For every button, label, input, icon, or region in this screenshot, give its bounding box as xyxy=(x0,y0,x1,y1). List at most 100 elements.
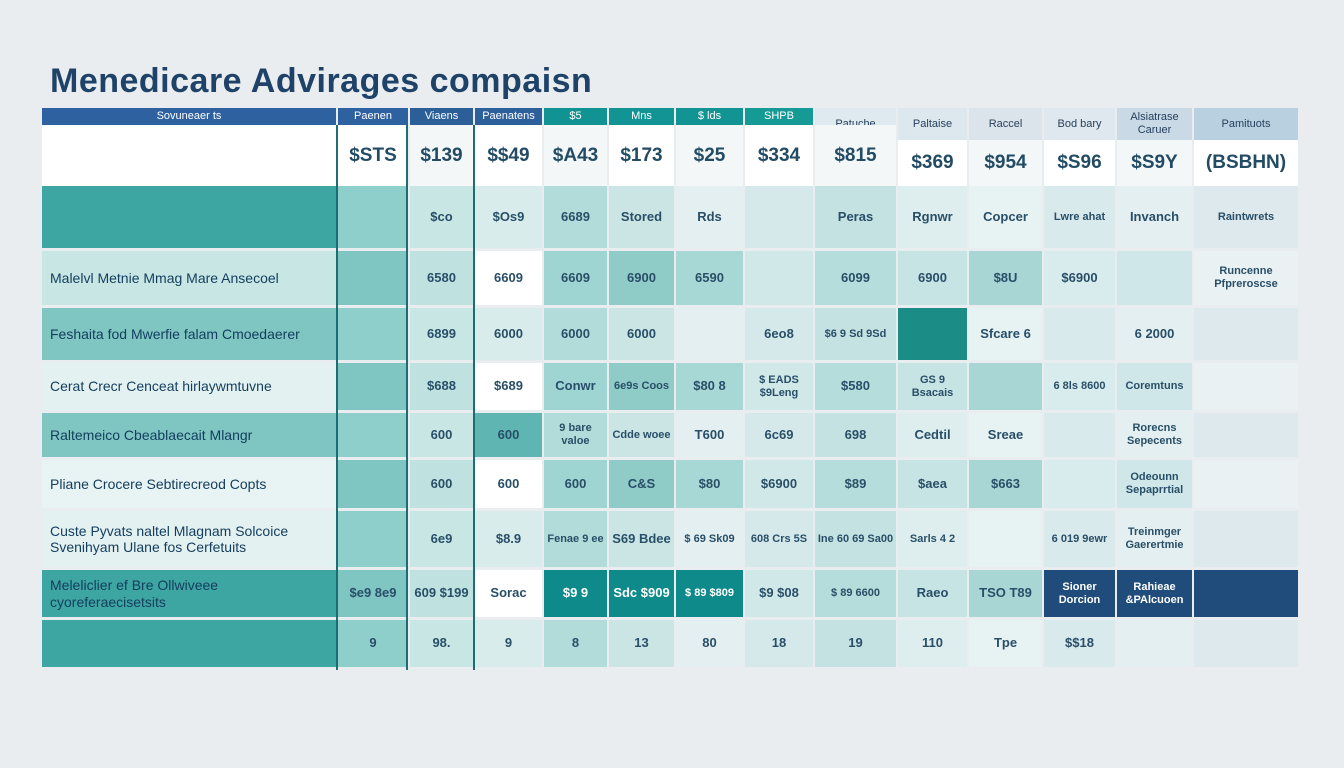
data-cell: $663 xyxy=(969,460,1042,508)
data-cell xyxy=(969,363,1042,410)
data-cell: $80 8 xyxy=(676,363,743,410)
data-cell xyxy=(1194,363,1298,410)
data-cell xyxy=(1194,570,1298,617)
data-cell: Invanch xyxy=(1117,186,1192,248)
header-cell: Paenatens xyxy=(475,108,542,125)
data-cell: Raeo xyxy=(898,570,967,617)
header-cell: Alsiatrase Caruer xyxy=(1117,108,1192,140)
data-cell xyxy=(1194,460,1298,508)
data-cell: 600 xyxy=(544,460,607,508)
row-label: Custe Pyvats naltel Mlagnam Solcoice Sve… xyxy=(42,511,336,567)
price-row-label xyxy=(42,125,336,186)
data-cell: $e9 8e9 xyxy=(338,570,408,617)
data-cell: $aea xyxy=(898,460,967,508)
header-cell: Paenen xyxy=(338,108,408,125)
data-cell: 80 xyxy=(676,620,743,667)
price-cell: $A43 xyxy=(544,125,607,186)
price-cell: $STS xyxy=(338,125,408,186)
data-cell: $8U xyxy=(969,251,1042,305)
data-cell: Fenae 9 ee xyxy=(544,511,607,567)
data-cell: GS 9 Bsacais xyxy=(898,363,967,410)
price-cell: $369 xyxy=(898,140,967,186)
header-cell: Pamituots xyxy=(1194,108,1298,140)
price-cell: $815 xyxy=(815,125,896,186)
price-cell: $334 xyxy=(745,125,813,186)
row-label xyxy=(42,186,336,248)
data-cell: $6 9 Sd 9Sd xyxy=(815,308,896,360)
data-cell: 600 xyxy=(475,413,542,457)
data-cell: $ 89 $809 xyxy=(676,570,743,617)
data-cell xyxy=(745,186,813,248)
data-cell: Peras xyxy=(815,186,896,248)
data-cell: Sfcare 6 xyxy=(969,308,1042,360)
data-cell xyxy=(676,308,743,360)
data-cell: 609 $199 xyxy=(410,570,473,617)
data-cell: $80 xyxy=(676,460,743,508)
data-cell: $580 xyxy=(815,363,896,410)
data-cell: 6689 xyxy=(544,186,607,248)
data-cell: 9 xyxy=(475,620,542,667)
row-label: Pliane Crocere Sebtirecreod Copts xyxy=(42,460,336,508)
data-cell xyxy=(745,251,813,305)
price-cell: $173 xyxy=(609,125,674,186)
data-cell: Lwre ahat xyxy=(1044,186,1115,248)
data-cell: 608 Crs 5S xyxy=(745,511,813,567)
column-separator xyxy=(406,125,408,670)
data-cell: TSO T89 xyxy=(969,570,1042,617)
header-cell: Bod bary xyxy=(1044,108,1115,140)
data-cell xyxy=(1117,251,1192,305)
data-cell: 9 xyxy=(338,620,408,667)
data-cell: 9 bare valoe xyxy=(544,413,607,457)
data-cell: 600 xyxy=(410,460,473,508)
price-cell: $25 xyxy=(676,125,743,186)
data-cell: 6900 xyxy=(609,251,674,305)
data-cell: 6e9s Coos xyxy=(609,363,674,410)
data-cell xyxy=(1194,511,1298,567)
data-cell: Copcer xyxy=(969,186,1042,248)
data-cell: $689 xyxy=(475,363,542,410)
data-cell: 6900 xyxy=(898,251,967,305)
data-cell: $Os9 xyxy=(475,186,542,248)
data-cell xyxy=(1194,308,1298,360)
data-cell: Runcenne Pfpreroscse xyxy=(1194,251,1298,305)
data-cell: 6000 xyxy=(544,308,607,360)
data-cell: Sorac xyxy=(475,570,542,617)
data-cell: 698 xyxy=(815,413,896,457)
row-label: Malelvl Metnie Mmag Mare Ansecoel xyxy=(42,251,336,305)
data-cell: 6 019 9ewr xyxy=(1044,511,1115,567)
data-cell xyxy=(1194,620,1298,667)
data-cell: $ 69 Sk09 xyxy=(676,511,743,567)
data-cell: $ EADS $9Leng xyxy=(745,363,813,410)
data-cell xyxy=(338,308,408,360)
data-cell: Ine 60 69 Sa00 xyxy=(815,511,896,567)
data-cell: $9 9 xyxy=(544,570,607,617)
data-cell: C&S xyxy=(609,460,674,508)
data-cell: Sdc $909 xyxy=(609,570,674,617)
header-cell: Raccel xyxy=(969,108,1042,140)
price-cell: $S96 xyxy=(1044,140,1115,186)
data-cell: 6c69 xyxy=(745,413,813,457)
row-label: Cerat Crecr Cenceat hirlaywmtuvne xyxy=(42,363,336,410)
data-cell: 13 xyxy=(609,620,674,667)
data-cell: $6900 xyxy=(1044,251,1115,305)
data-cell: 6000 xyxy=(475,308,542,360)
header-cell: Mns xyxy=(609,108,674,125)
data-cell: Rorecns Sepecents xyxy=(1117,413,1192,457)
data-cell: Tpe xyxy=(969,620,1042,667)
data-cell: Sarls 4 2 xyxy=(898,511,967,567)
data-cell: $9 $08 xyxy=(745,570,813,617)
header-cell: $5 xyxy=(544,108,607,125)
data-cell: $ 89 6600 xyxy=(815,570,896,617)
data-cell: Cedtil xyxy=(898,413,967,457)
comparison-table: Sovuneaer ts Paenen Viaens Paenatens $5 Mns $ … xyxy=(42,108,1300,670)
price-cell: (BSBHN) xyxy=(1194,140,1298,186)
row-label: Meleliclier ef Bre Ollwiveee cyoreferaec… xyxy=(42,570,336,617)
data-cell: S69 Bdee xyxy=(609,511,674,567)
data-cell: Sioner Dorcion xyxy=(1044,570,1115,617)
data-cell: Treinmger Gaerertmie xyxy=(1117,511,1192,567)
data-cell: $688 xyxy=(410,363,473,410)
data-cell: 6000 xyxy=(609,308,674,360)
data-cell xyxy=(338,460,408,508)
data-cell: 6899 xyxy=(410,308,473,360)
data-cell xyxy=(338,363,408,410)
